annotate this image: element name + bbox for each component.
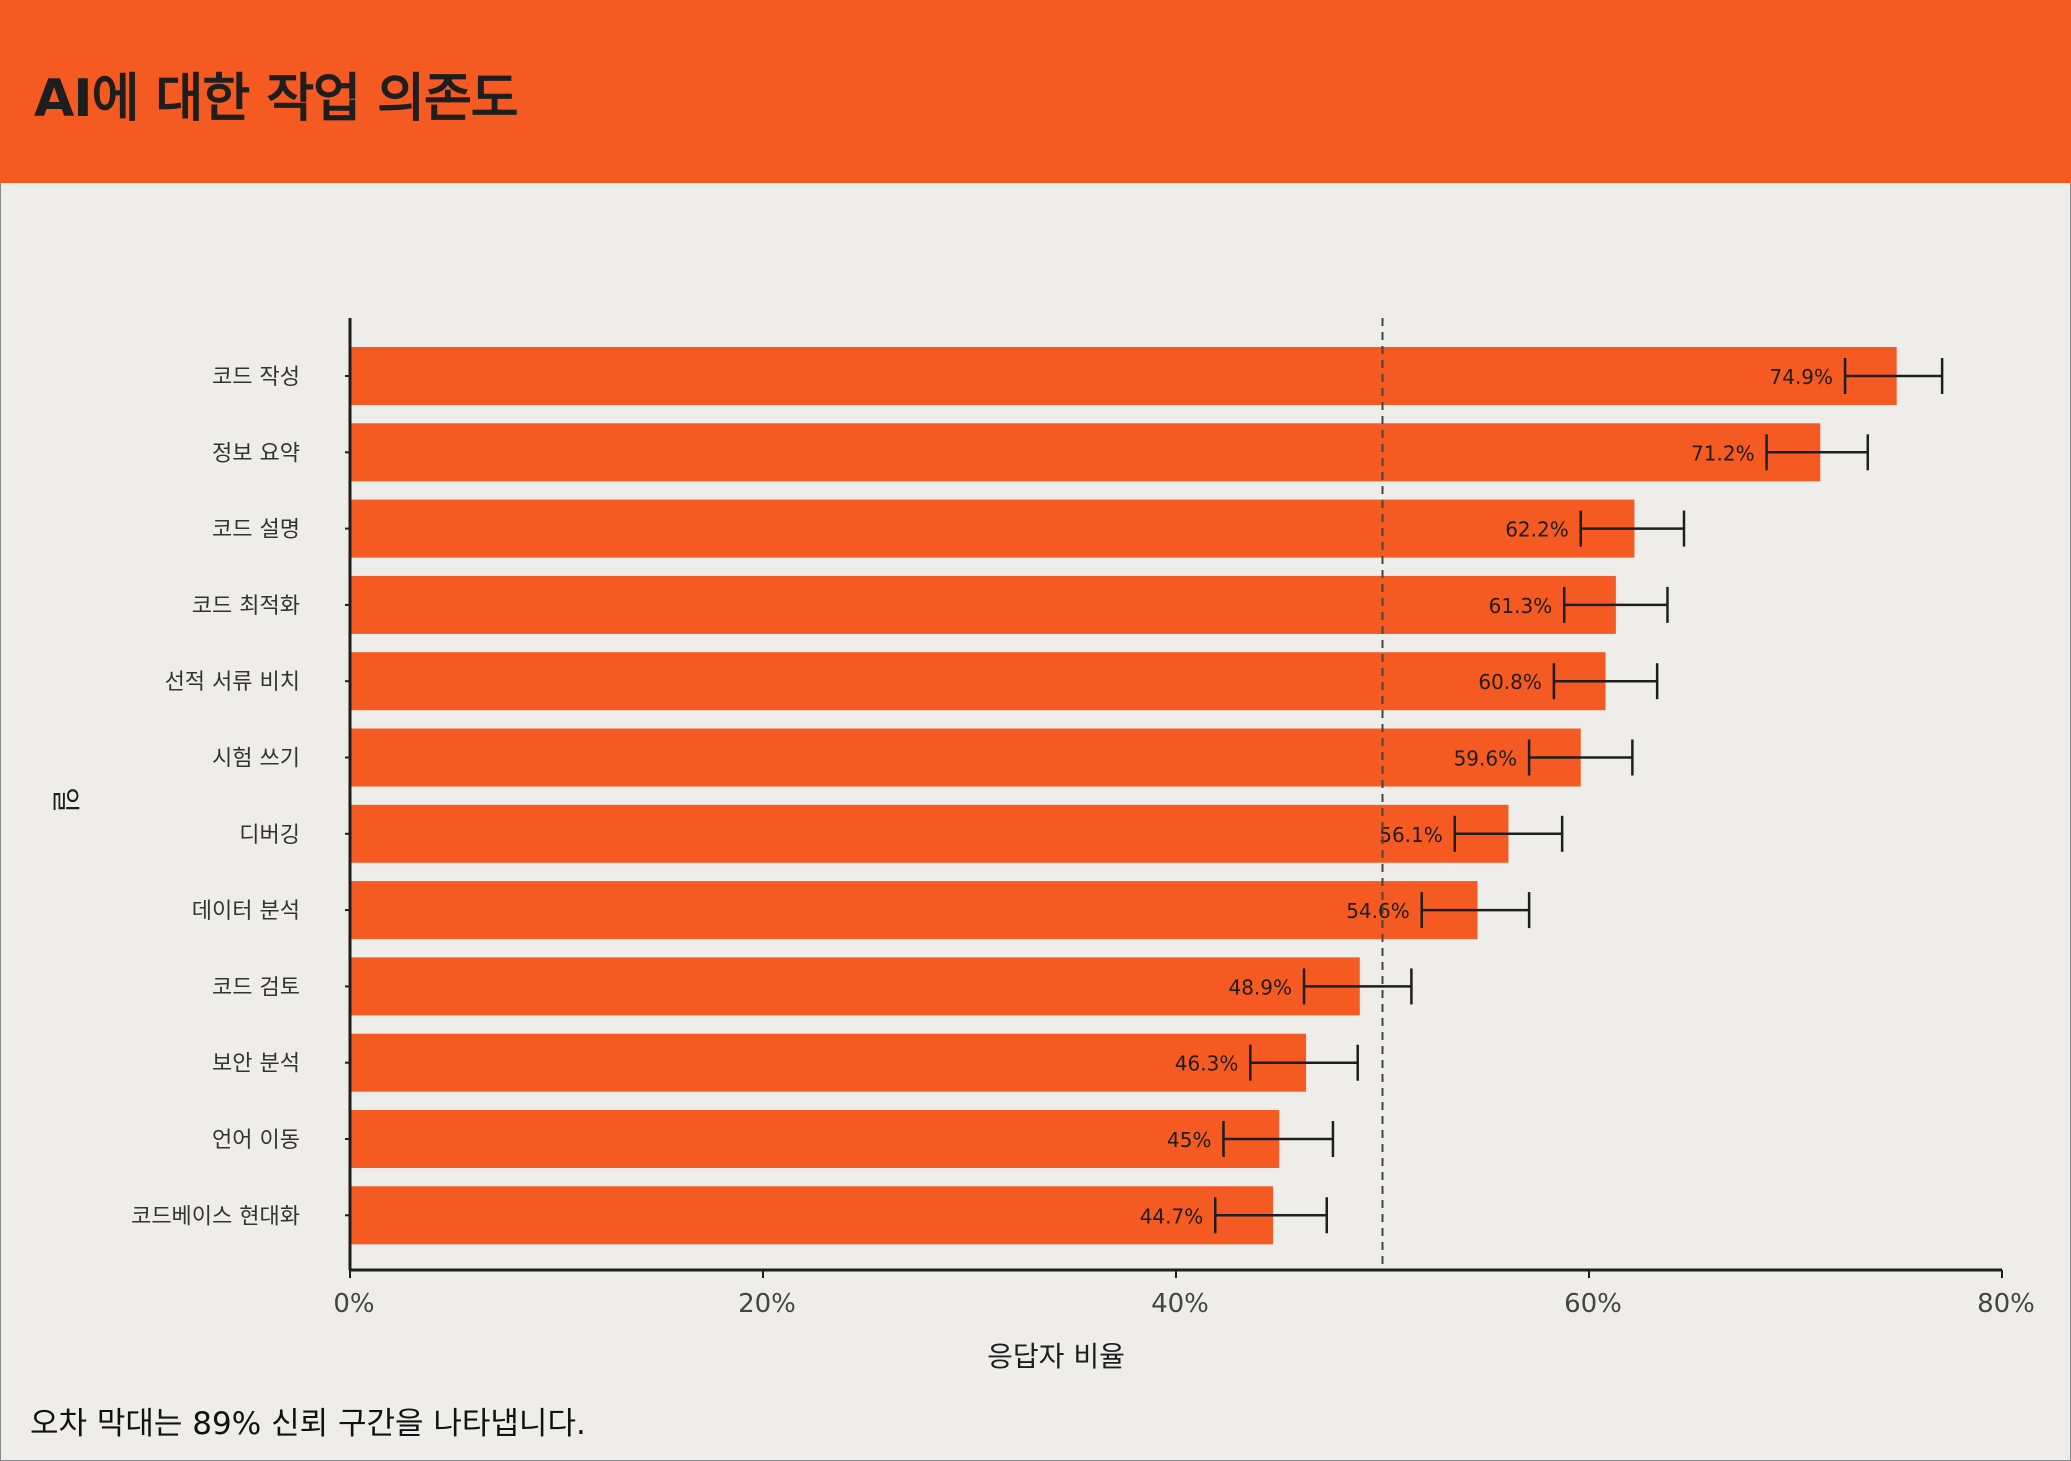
category-label: 코드 검토 [212, 975, 300, 1000]
value-label: 54.6% [1346, 899, 1410, 923]
bar [351, 728, 1581, 787]
value-label: 74.9% [1770, 365, 1834, 389]
x-tick-label: 40% [1151, 1289, 1209, 1319]
bar [351, 347, 1897, 405]
bar [351, 1110, 1280, 1168]
category-label: 언어 이동 [212, 1128, 300, 1153]
bar [351, 881, 1478, 940]
bar [351, 575, 1616, 634]
value-label: 62.2% [1505, 518, 1569, 542]
bar [351, 1033, 1307, 1092]
x-tick-label: 80% [1977, 1289, 2035, 1319]
category-label: 코드 최적화 [192, 594, 300, 619]
category-label: 디버깅 [239, 823, 300, 848]
category-label: 보안 분석 [212, 1052, 300, 1077]
value-label: 59.6% [1454, 747, 1518, 771]
value-label: 60.8% [1478, 670, 1542, 694]
value-label: 61.3% [1489, 594, 1553, 618]
y-axis-label: 일 [49, 787, 82, 813]
value-label: 45% [1167, 1128, 1211, 1152]
bar [351, 423, 1821, 482]
bar [351, 499, 1635, 558]
category-label: 시험 쓰기 [212, 747, 300, 772]
chart-title: AI에 대한 작업 의존도 [34, 69, 519, 129]
category-label: 정보 요약 [212, 441, 300, 466]
bar [351, 804, 1509, 863]
value-label: 71.2% [1691, 441, 1755, 465]
header-banner: AI에 대한 작업 의존도 [0, 0, 2071, 183]
bar [351, 1186, 1274, 1245]
bar [351, 957, 1360, 1016]
x-tick-label: 20% [738, 1289, 796, 1319]
category-label: 코드 작성 [212, 365, 300, 390]
value-label: 56.1% [1379, 823, 1443, 847]
category-label: 데이터 분석 [192, 899, 300, 924]
footnote: 오차 막대는 89% 신뢰 구간을 나타냅니다. [30, 1406, 586, 1442]
bar [351, 652, 1606, 711]
category-label: 코드 설명 [212, 518, 300, 543]
value-label: 44.7% [1140, 1204, 1204, 1228]
value-label: 48.9% [1228, 975, 1292, 999]
x-axis-label: 응답자 비율 [987, 1340, 1125, 1373]
x-tick-label: 60% [1564, 1289, 1622, 1319]
category-label: 선적 서류 비치 [165, 670, 300, 695]
category-label: 코드베이스 현대화 [131, 1204, 300, 1229]
x-tick-label: 0% [333, 1289, 374, 1319]
value-label: 46.3% [1175, 1052, 1239, 1076]
